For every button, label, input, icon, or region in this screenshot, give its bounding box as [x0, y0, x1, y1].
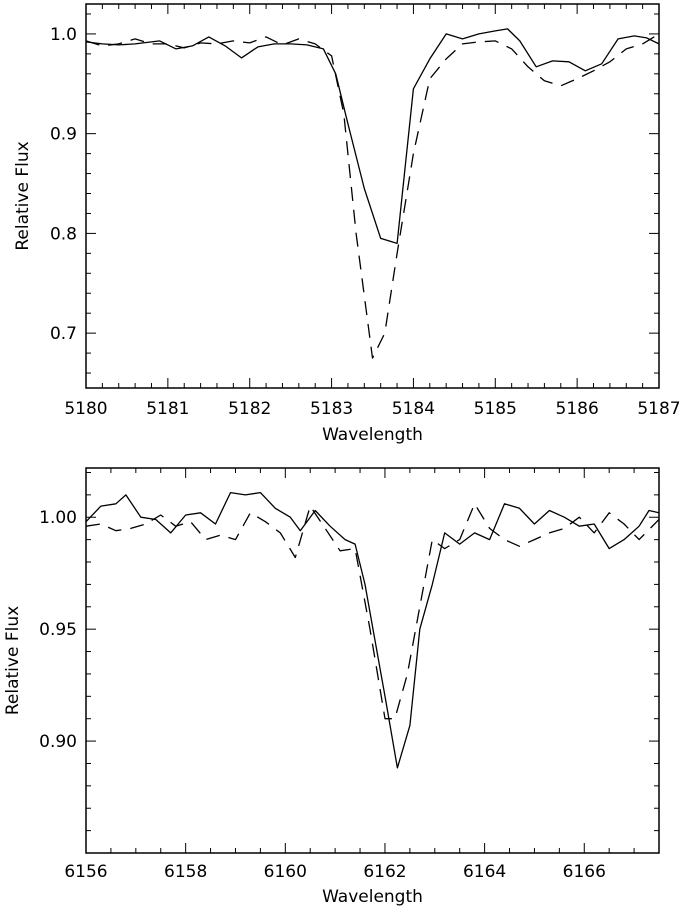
- dashed-series-line: [86, 33, 659, 359]
- x-tick-label: 5182: [228, 399, 271, 419]
- x-tick-label: 6158: [164, 862, 207, 882]
- x-tick-label: 5183: [310, 399, 353, 419]
- x-tick-label: 6156: [64, 862, 107, 882]
- x-tick-label: 6162: [363, 862, 406, 882]
- x-tick-label: 6166: [563, 862, 606, 882]
- plot-frame: [85, 3, 660, 389]
- x-tick-label: 6160: [264, 862, 307, 882]
- series-group: [86, 28, 659, 359]
- y-tick-label: 0.90: [39, 732, 77, 752]
- x-tick-label: 5187: [637, 399, 680, 419]
- x-axis-label: Wavelength: [322, 887, 423, 907]
- x-tick-label: 5181: [146, 399, 189, 419]
- y-tick-label: 0.8: [50, 224, 77, 244]
- solid-series-line: [86, 28, 659, 245]
- y-axis-label: Relative Flux: [3, 606, 23, 715]
- chart-panel-bottom: 6156 6158 6160 6162 6164 6166 0.90 0.95 1.00 Wave…: [3, 467, 660, 907]
- solid-series-line: [86, 491, 659, 769]
- y-tick-label: 0.9: [50, 125, 77, 145]
- x-tick-label: 5180: [64, 399, 107, 419]
- x-tick-label: 6164: [463, 862, 506, 882]
- y-tick-label: 1.0: [50, 25, 77, 45]
- y-tick-label: 1.00: [39, 508, 77, 528]
- x-tick-label: 5184: [392, 399, 435, 419]
- y-axis-label: Relative Flux: [13, 141, 33, 250]
- chart-panel-top: 5180 5181 5182 5183 5184 5185 5186 5187 0.7 0.8 0.…: [13, 3, 681, 445]
- y-tick-label: 0.7: [50, 324, 77, 344]
- dashed-series-line: [86, 503, 659, 720]
- x-axis-label: Wavelength: [322, 425, 423, 445]
- y-tick-label: 0.95: [39, 620, 77, 640]
- series-group: [86, 491, 659, 769]
- x-tick-label: 5185: [474, 399, 517, 419]
- x-tick-label: 5186: [556, 399, 599, 419]
- plot-frame: [85, 467, 660, 854]
